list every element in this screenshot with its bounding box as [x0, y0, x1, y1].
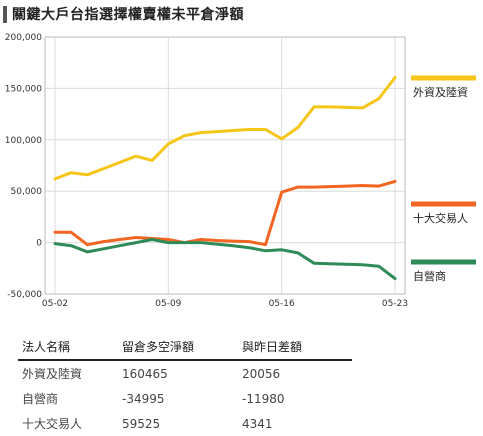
plot-frame	[44, 36, 406, 295]
x-tick-label: 05-23	[382, 299, 408, 309]
series-line-2	[53, 238, 397, 281]
series-line-1	[53, 179, 397, 247]
header-net-position: 留倉多空淨額	[118, 334, 238, 361]
table-cell: 160465	[122, 366, 168, 381]
chart-title-block: 關鍵大戶台指選擇權賣權未平倉淨額	[3, 4, 244, 24]
series-line-0	[53, 76, 397, 181]
y-tick-label: 200,000	[5, 33, 42, 43]
y-tick-label: -50,000	[7, 290, 42, 300]
table-cell: -34995	[122, 391, 165, 406]
table-cell: 20056	[242, 366, 281, 381]
table-header-row: 法人名稱 留倉多空淨額 與昨日差額	[18, 334, 352, 361]
table-cell: 十大交易人	[22, 417, 83, 431]
table-row: 自營商 -34995 -11980	[18, 386, 352, 411]
legend-label: 外資及陸資	[413, 86, 468, 99]
header-daily-change: 與昨日差額	[238, 334, 352, 361]
table-cell: 59525	[122, 416, 161, 431]
table-row: 外資及陸資 160465 20056	[18, 360, 352, 386]
header-institution: 法人名稱	[18, 334, 118, 361]
chart-title: 關鍵大戶台指選擇權賣權未平倉淨額	[12, 7, 244, 23]
table-cell: -11980	[242, 391, 285, 406]
line-chart: 200,000 150,000 100,000 50,000 0 -50,00005-02…	[5, 33, 476, 309]
y-tick-label: 100,000	[5, 136, 42, 146]
x-tick-label: 05-02	[42, 299, 68, 309]
table-cell: 外資及陸資	[22, 367, 83, 381]
y-tick-label: 0	[36, 239, 42, 249]
y-tick-label: 150,000	[5, 84, 42, 94]
x-tick-label: 05-09	[155, 299, 181, 309]
table-row: 十大交易人 59525 4341	[18, 411, 352, 436]
legend-label: 自營商	[413, 269, 446, 283]
title-accent-bar	[3, 5, 7, 23]
x-tick-label: 05-16	[269, 299, 295, 309]
y-tick-label: 50,000	[11, 187, 43, 197]
legend-label: 十大交易人	[413, 211, 468, 225]
table-cell: 4341	[242, 416, 273, 431]
summary-table: 法人名稱 留倉多空淨額 與昨日差額 外資及陸資 160465 20056 自營商…	[18, 334, 352, 436]
table-cell: 自營商	[22, 392, 59, 406]
